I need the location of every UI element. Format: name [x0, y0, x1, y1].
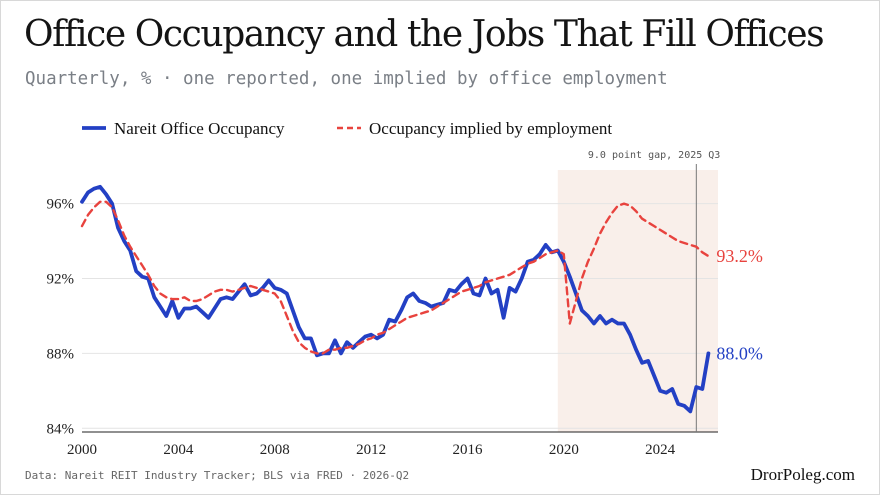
grid-lines [82, 203, 718, 429]
chart-subtitle: Quarterly, % · one reported, one implied… [25, 69, 668, 89]
x-axis: 2000 2004 2008 2012 2016 2020 2024 [67, 431, 718, 458]
y-tick-label: 84% [47, 421, 75, 437]
y-tick-label: 96% [47, 197, 75, 213]
chart-title: Office Occupancy and the Jobs That Fill … [24, 14, 825, 55]
y-axis: 84% 88% 92% 96% [47, 197, 75, 438]
x-tick-label: 2024 [645, 442, 676, 458]
y-tick-label: 88% [47, 346, 75, 362]
legend: Nareit Office Occupancy Occupancy implied… [82, 119, 612, 138]
x-tick-label: 2004 [163, 442, 194, 458]
series-line-implied-occupancy [80, 200, 710, 355]
annotation-label: 9.0 point gap, 2025 Q3 [588, 150, 720, 161]
end-label: 88.0% [716, 343, 763, 363]
end-labels: 88.0% 93.2% [716, 246, 763, 363]
x-tick-label: 2008 [260, 442, 290, 458]
brand-label: DrorPoleg.com [750, 465, 855, 484]
x-tick-label: 2020 [549, 442, 579, 458]
legend-label-implied: Occupancy implied by employment [369, 119, 612, 138]
x-tick-label: 2012 [356, 442, 386, 458]
end-label: 93.2% [716, 246, 763, 266]
shaded-period [557, 170, 718, 432]
x-tick-label: 2016 [452, 442, 483, 458]
series-line-nareit-occupancy [80, 184, 711, 414]
x-tick-label: 2000 [67, 442, 97, 458]
series-lines [80, 184, 711, 414]
y-tick-label: 92% [47, 272, 75, 288]
source-note: Data: Nareit REIT Industry Tracker; BLS … [25, 469, 410, 482]
legend-label-nareit: Nareit Office Occupancy [114, 119, 285, 138]
